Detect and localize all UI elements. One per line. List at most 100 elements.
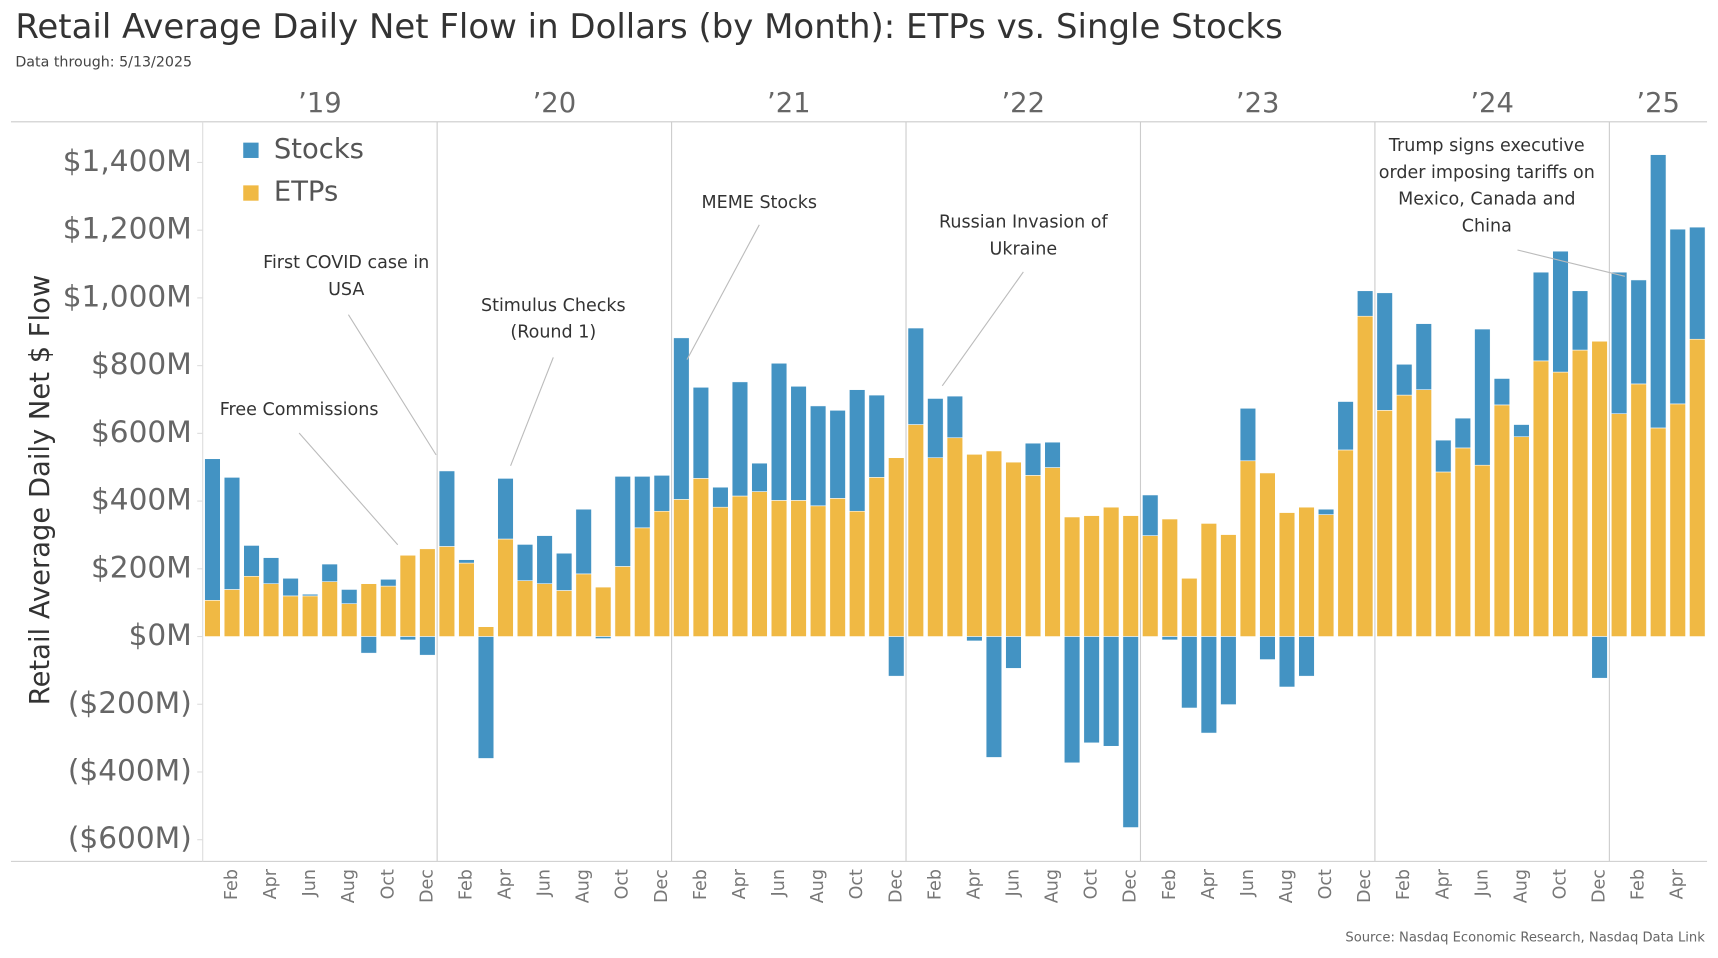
bar-segment bbox=[1044, 441, 1061, 468]
year-label: ’24 bbox=[1470, 88, 1514, 119]
bar-segment bbox=[868, 394, 885, 478]
bar-segment bbox=[1630, 279, 1647, 385]
bar-segment bbox=[751, 491, 768, 637]
bar-segment bbox=[1532, 271, 1550, 362]
bar-segment bbox=[1317, 508, 1335, 515]
bar-segment bbox=[1493, 404, 1510, 637]
bar-segment bbox=[1630, 383, 1647, 637]
bar-segment bbox=[458, 562, 475, 637]
bar-segment bbox=[1415, 323, 1432, 390]
year-label: ’20 bbox=[533, 88, 577, 119]
bar-segment bbox=[849, 510, 866, 637]
x-tick-label: Oct bbox=[847, 869, 867, 899]
bar-segment bbox=[1396, 364, 1413, 396]
bar-segment bbox=[341, 603, 358, 637]
bar-segment bbox=[1415, 389, 1432, 637]
annotation-leader bbox=[510, 357, 554, 467]
x-tick-label: Dec bbox=[886, 869, 906, 903]
bar-segment bbox=[282, 595, 299, 637]
bar-segment bbox=[731, 381, 749, 497]
bar-segment bbox=[497, 478, 514, 540]
x-tick-label: Feb bbox=[456, 869, 476, 900]
bar-segment bbox=[1259, 472, 1276, 637]
x-tick-label: Feb bbox=[1394, 869, 1414, 900]
bar-segment bbox=[243, 575, 260, 637]
bar-segment bbox=[1513, 436, 1530, 637]
bar-segment bbox=[497, 538, 514, 637]
x-tick-label: Aug bbox=[1511, 869, 1531, 903]
bar-segment bbox=[1142, 535, 1159, 637]
bar-segment bbox=[341, 589, 358, 604]
y-tick-label: $1,000M bbox=[63, 279, 192, 313]
x-tick-label: Jun bbox=[1238, 869, 1258, 897]
x-tick-label: Oct bbox=[613, 869, 633, 899]
x-tick-label: Apr bbox=[1433, 868, 1453, 899]
bar-segment bbox=[380, 585, 397, 637]
bar-segment bbox=[927, 398, 944, 459]
x-tick-label: Jun bbox=[300, 869, 320, 897]
bar-segment bbox=[1376, 292, 1393, 411]
bar-segment bbox=[575, 508, 592, 575]
bar-segment bbox=[1474, 328, 1491, 466]
bar-segment bbox=[1161, 518, 1178, 637]
x-tick-label: Feb bbox=[1160, 869, 1180, 900]
bar-segment bbox=[516, 544, 534, 581]
bar-segment bbox=[1005, 461, 1022, 637]
bar-segment bbox=[1317, 514, 1335, 637]
annotation: order imposing tariffs on bbox=[1379, 163, 1595, 183]
bar-segment bbox=[907, 327, 924, 425]
bar-segment bbox=[1200, 523, 1217, 637]
bar-segment bbox=[790, 500, 807, 637]
bar-segment bbox=[712, 486, 729, 508]
legend-label: Stocks bbox=[274, 134, 364, 165]
bar-segment bbox=[204, 600, 221, 637]
bar-segment bbox=[1552, 371, 1569, 637]
bar-segment bbox=[1493, 378, 1510, 406]
bar-segment bbox=[1161, 636, 1178, 641]
bar-segment bbox=[458, 559, 475, 564]
bar-segment bbox=[790, 386, 807, 501]
bar-segment bbox=[399, 554, 416, 637]
x-tick-label: Dec bbox=[1590, 869, 1610, 903]
x-tick-label: Oct bbox=[1551, 869, 1571, 899]
bar-segment bbox=[1357, 315, 1374, 637]
bar-segment bbox=[321, 563, 338, 582]
bar-segment bbox=[1259, 636, 1276, 660]
bar-segment bbox=[556, 552, 573, 591]
y-axis-title: Retail Average Daily Net $ Flow bbox=[25, 275, 56, 706]
y-tick-label: $0M bbox=[129, 618, 192, 652]
bar-segment bbox=[1454, 447, 1471, 637]
bar-segment bbox=[985, 636, 1003, 758]
bar-segment bbox=[849, 389, 866, 512]
bar-segment bbox=[223, 477, 241, 590]
bar-segment bbox=[1005, 636, 1022, 669]
bar-segment bbox=[1689, 338, 1706, 637]
bar-segment bbox=[966, 454, 983, 637]
bar-segment bbox=[614, 566, 631, 637]
bar-segment bbox=[1552, 250, 1569, 373]
x-tick-label: Apr bbox=[1668, 868, 1688, 899]
bar-segment bbox=[1220, 636, 1237, 705]
bar-segment bbox=[1513, 424, 1530, 438]
annotation: Ukraine bbox=[990, 239, 1058, 259]
bar-segment bbox=[888, 636, 905, 677]
bar-segment bbox=[516, 580, 534, 637]
bar-segment bbox=[868, 477, 885, 637]
chart-subtitle: Data through: 5/13/2025 bbox=[15, 55, 192, 71]
bar-segment bbox=[731, 495, 749, 637]
bar-segment bbox=[419, 548, 436, 637]
bar-segment bbox=[966, 636, 983, 642]
x-tick-label: Aug bbox=[808, 869, 828, 903]
x-tick-label: Jun bbox=[1003, 869, 1023, 897]
y-tick-label: ($200M) bbox=[68, 686, 192, 720]
bar-segment bbox=[829, 410, 846, 499]
bar-segment bbox=[1650, 427, 1667, 637]
annotation-leader bbox=[941, 271, 1024, 387]
bar-segment bbox=[1239, 460, 1257, 637]
bar-segment bbox=[1571, 290, 1589, 351]
bar-segment bbox=[985, 450, 1003, 637]
bar-segment bbox=[1064, 516, 1081, 637]
bar-segment bbox=[1298, 636, 1315, 677]
year-label: ’23 bbox=[1236, 88, 1280, 119]
annotation: Mexico, Canada and bbox=[1398, 190, 1575, 210]
